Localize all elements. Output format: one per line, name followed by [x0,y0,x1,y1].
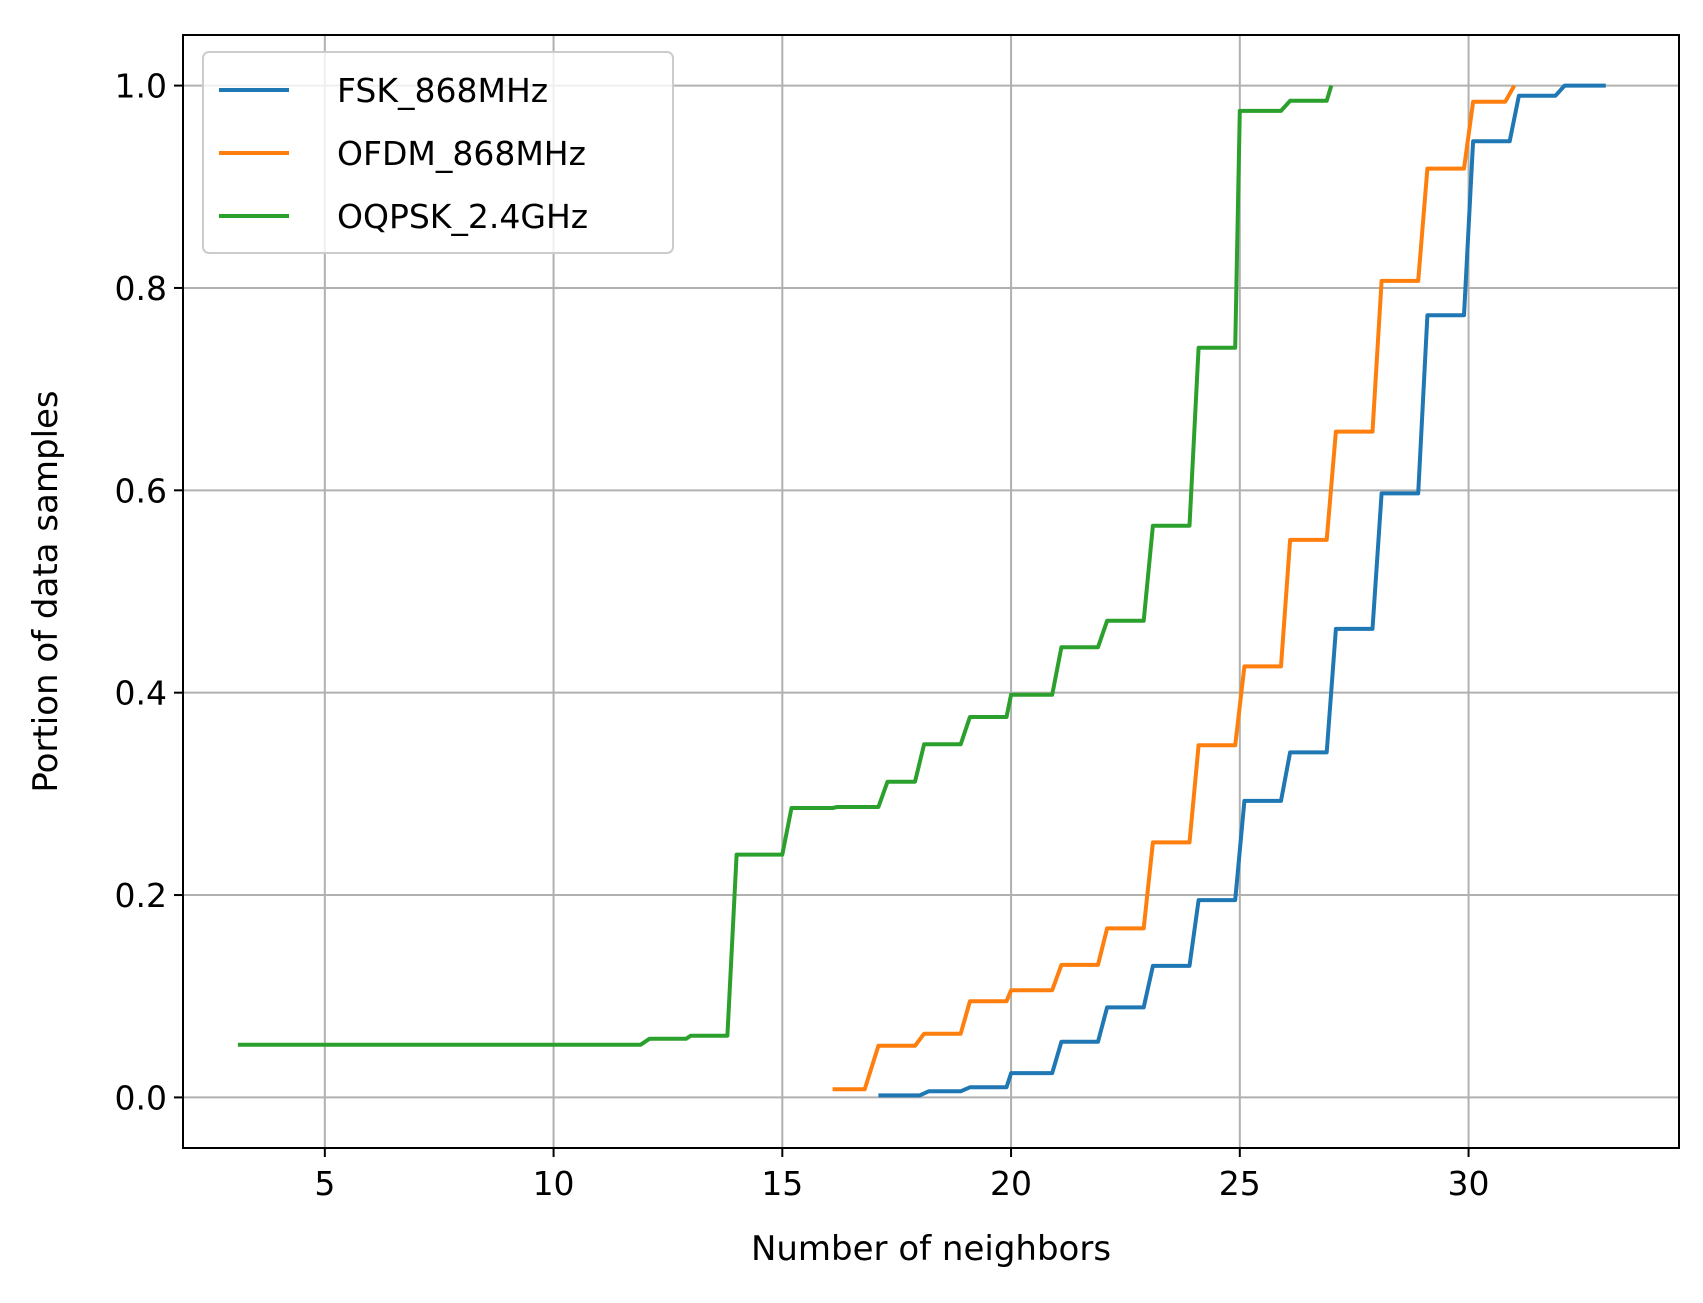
x-tick-label: 10 [533,1164,575,1203]
series-line-ofdm-868mhz [832,84,1517,1092]
x-axis-label: Number of neighbors [751,1229,1111,1269]
legend: FSK_868MHz OFDM_868MHz OQPSK_2.4GHz [202,51,674,254]
x-tick-label: 25 [1219,1164,1261,1203]
y-tick-label: 0.6 [115,471,167,510]
x-tick-label: 5 [314,1164,335,1203]
axis-ticks: 5 10 15 20 25 30 0.0 0.2 0.4 0.6 0.8 1.0 [115,67,1490,1203]
y-tick-label: 0.2 [115,876,167,915]
plot-area-frame [182,34,1680,1149]
series-line-fsk-868mhz [878,83,1606,1098]
legend-label-oqpsk-2-4ghz: OQPSK_2.4GHz [337,197,588,236]
series-lines [237,83,1606,1098]
y-tick-label: 0.8 [115,269,167,308]
legend-label-fsk-868mhz: FSK_868MHz [337,71,548,110]
series-line-oqpsk-2-4ghz [237,85,1334,1047]
x-tick-label: 15 [761,1164,803,1203]
y-tick-label: 0.4 [115,674,167,713]
y-axis-label: Portion of data samples [26,390,66,792]
legend-label-ofdm-868mhz: OFDM_868MHz [337,134,586,173]
y-tick-label: 1.0 [115,67,167,106]
y-tick-label: 0.0 [115,1078,167,1117]
x-tick-label: 30 [1448,1164,1490,1203]
x-tick-label: 20 [990,1164,1032,1203]
legend-box [202,51,674,254]
